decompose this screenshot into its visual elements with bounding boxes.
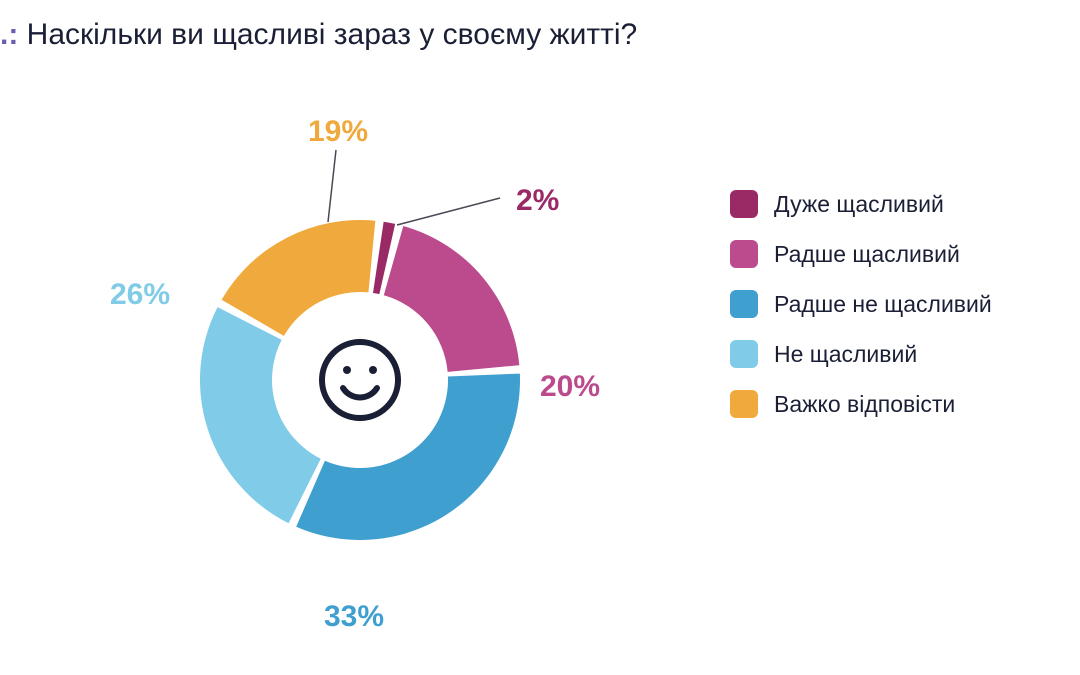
slice-hard_to_say (222, 220, 376, 336)
smile-icon (322, 342, 398, 418)
legend-item: Радше не щасливий (730, 290, 992, 318)
slice-rather_happy (384, 226, 520, 372)
legend-item: Важко відповісти (730, 390, 992, 418)
legend-swatch (730, 190, 758, 218)
legend-label: Дуже щасливий (774, 191, 944, 218)
leader-line (328, 150, 336, 222)
question-header: .: Наскільки ви щасливі зараз у своєму ж… (0, 18, 637, 52)
legend-swatch (730, 390, 758, 418)
legend-swatch (730, 340, 758, 368)
pct-label-very_happy: 2% (516, 184, 559, 218)
legend-swatch (730, 240, 758, 268)
legend-item: Радше щасливий (730, 240, 992, 268)
question-prefix: .: (0, 18, 18, 51)
legend-label: Радше не щасливий (774, 291, 992, 318)
pct-label-hard_to_say: 19% (308, 115, 368, 149)
pct-label-rather_unhappy: 33% (324, 600, 384, 634)
legend-item: Не щасливий (730, 340, 992, 368)
slice-not_happy (200, 307, 321, 523)
leader-line (397, 198, 500, 225)
legend-label: Не щасливий (774, 341, 917, 368)
legend-label: Радше щасливий (774, 241, 960, 268)
donut-svg (140, 120, 580, 640)
legend-item: Дуже щасливий (730, 190, 992, 218)
pct-label-rather_happy: 20% (540, 370, 600, 404)
legend: Дуже щасливий Радше щасливий Радше не щасл… (730, 190, 992, 440)
pct-label-not_happy: 26% (110, 278, 170, 312)
question-text: Наскільки ви щасливі зараз у своєму житт… (27, 18, 638, 51)
legend-swatch (730, 290, 758, 318)
donut-chart: 2%20%33%26%19% (140, 120, 580, 640)
legend-label: Важко відповісти (774, 391, 955, 418)
